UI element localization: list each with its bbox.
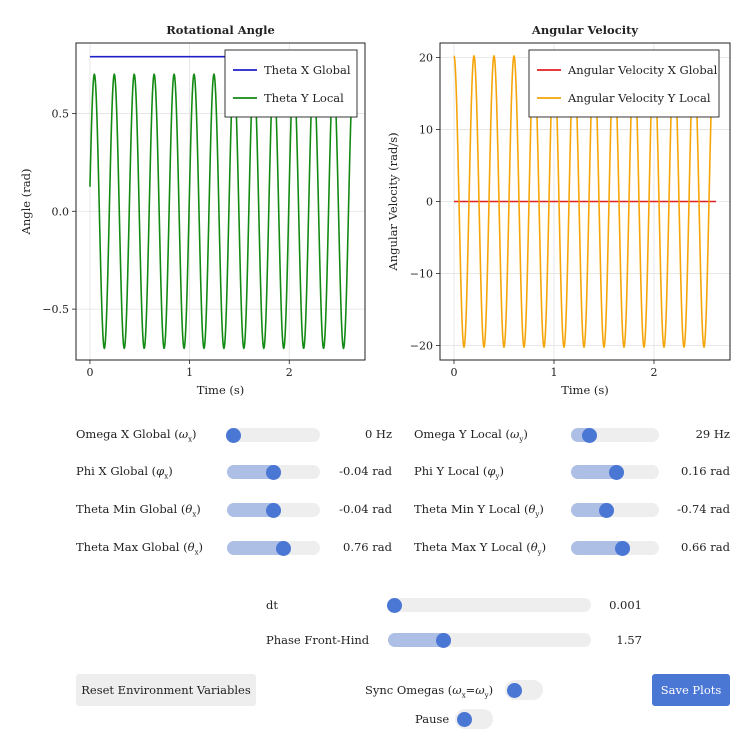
y-tick-label: −10 [410, 268, 433, 281]
chart-title: Rotational Angle [166, 23, 275, 37]
theta-max-y-local-slider[interactable] [571, 540, 659, 556]
phi-x-global-slider[interactable] [227, 464, 320, 480]
phase-front-hind-value: 1.57 [616, 633, 642, 647]
x-tick-label: 0 [86, 366, 93, 379]
omega-x-global-value: 0 Hz [364, 427, 392, 441]
slider-knob[interactable] [609, 464, 625, 480]
dt-slider[interactable] [386, 597, 591, 613]
x-tick-label: 2 [651, 366, 658, 379]
theta-max-global-slider[interactable] [227, 540, 320, 556]
slider-knob[interactable] [225, 427, 241, 443]
omega-y-local-value: 29 Hz [695, 427, 730, 441]
y-tick-label: 0 [426, 196, 433, 209]
toggle-knob[interactable] [507, 682, 522, 698]
theta-min-y-local-label: Theta Min Y Local (θy) [414, 502, 544, 519]
slider-knob[interactable] [275, 540, 291, 556]
slider-knob[interactable] [436, 632, 452, 648]
dt-value: 0.001 [609, 598, 642, 612]
phi-x-global-label: Phi X Global (φx) [76, 464, 173, 481]
legend-label-1: Theta X Global [264, 63, 351, 77]
save-plots-button[interactable]: Save Plots [652, 674, 730, 706]
legend-label-2: Angular Velocity Y Local [567, 91, 711, 105]
toggle-knob[interactable] [457, 711, 472, 727]
omega-x-global-label: Omega X Global (ωx) [76, 427, 197, 444]
slider-knob[interactable] [386, 597, 402, 613]
slider-knob[interactable] [599, 502, 615, 518]
series-line-2 [89, 73, 352, 350]
rotational-angle-chart: 0 1 2 −0.5 0.0 0.5 Rotational Angle Time (s) Ang… [19, 23, 366, 397]
plot-frame [75, 42, 366, 361]
omega-x-global-slider[interactable] [225, 427, 320, 443]
theta-max-y-local-label: Theta Max Y Local (θy) [414, 540, 547, 557]
angular-velocity-chart: 0 1 2 −20 −10 0 10 20 Angular Velocity Time (s) An… [386, 23, 731, 397]
x-tick-label: 1 [186, 366, 193, 379]
slider-knob[interactable] [615, 540, 631, 556]
legend-label-2: Theta Y Local [264, 91, 344, 105]
chart-title: Angular Velocity [531, 23, 638, 37]
legend-box [528, 49, 720, 118]
y-tick-label: 0.5 [52, 107, 70, 120]
y-tick-label: −20 [410, 340, 433, 353]
theta-min-y-local-value: -0.74 rad [677, 502, 730, 516]
omega-y-local-label: Omega Y Local (ωy) [414, 427, 528, 444]
x-tick-label: 0 [451, 366, 458, 379]
phi-y-local-label: Phi Y Local (φy) [414, 464, 504, 481]
theta-max-global-value: 0.76 rad [343, 540, 392, 554]
theta-max-y-local-value: 0.66 rad [681, 540, 730, 554]
y-axis-label: Angular Velocity (rad/s) [386, 132, 400, 271]
sync-omegas-label: Sync Omegas (ωx=ωy) [365, 683, 494, 700]
dt-label: dt [266, 598, 278, 612]
phi-y-local-value: 0.16 rad [681, 464, 730, 478]
y-tick-label: −0.5 [42, 303, 69, 316]
legend-label-1: Angular Velocity X Global [567, 63, 718, 77]
reset-environment-button[interactable]: Reset Environment Variables [76, 674, 256, 706]
x-tick-label: 2 [286, 366, 293, 379]
x-tick-label: 1 [551, 366, 558, 379]
y-tick-label: 10 [419, 123, 433, 136]
theta-max-global-label: Theta Max Global (θx) [76, 540, 204, 557]
pause-label: Pause [415, 712, 450, 726]
slider-knob[interactable] [266, 464, 281, 480]
sync-omegas-toggle[interactable] [505, 680, 543, 700]
x-axis-label: Time (s) [197, 383, 245, 397]
phi-y-local-slider[interactable] [571, 464, 659, 480]
x-axis-label: Time (s) [561, 383, 609, 397]
y-tick-label: 0.0 [52, 205, 70, 218]
phase-front-hind-slider[interactable] [388, 632, 591, 648]
omega-y-local-slider[interactable] [571, 427, 659, 443]
legend-box [224, 49, 358, 118]
theta-min-y-local-slider[interactable] [571, 502, 659, 518]
slider-knob[interactable] [266, 502, 281, 518]
theta-min-global-label: Theta Min Global (θx) [76, 502, 201, 519]
y-axis-label: Angle (rad) [19, 169, 33, 236]
slider-knob[interactable] [581, 427, 597, 443]
y-tick-label: 20 [419, 51, 433, 64]
phase-front-hind-label: Phase Front-Hind [266, 633, 370, 647]
theta-min-global-slider[interactable] [227, 502, 320, 518]
phi-x-global-value: -0.04 rad [339, 464, 392, 478]
pause-toggle[interactable] [455, 709, 493, 729]
theta-min-global-value: -0.04 rad [339, 502, 392, 516]
